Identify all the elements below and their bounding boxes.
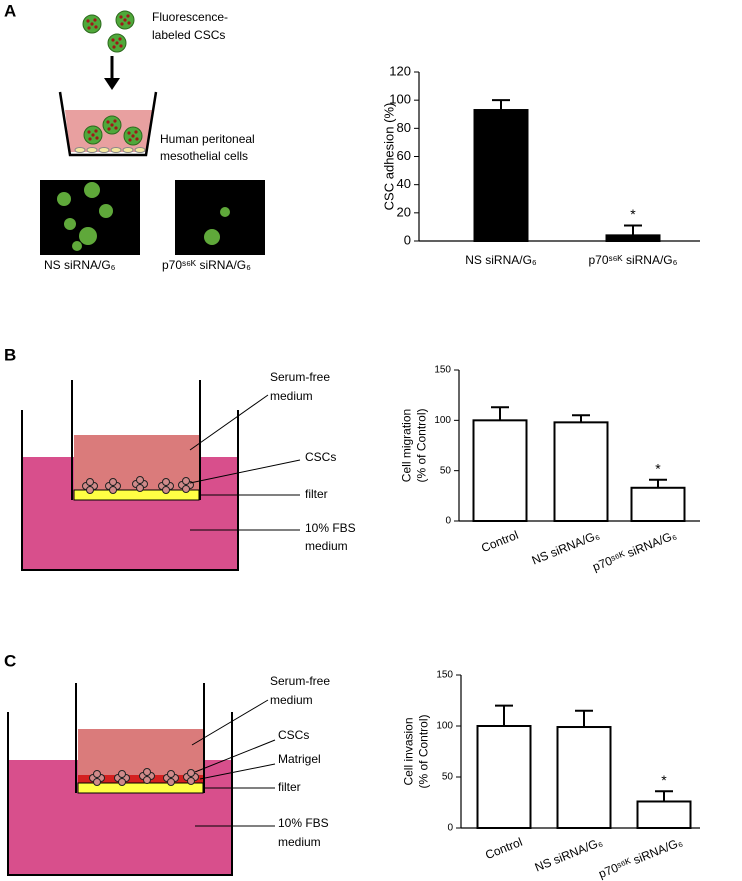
- significance-mark: *: [655, 460, 661, 476]
- y-tick-label: 0: [404, 232, 411, 247]
- diagram-b: Serum-free medium CSCs filter 10% FBS me…: [21, 370, 356, 571]
- error-bar: [624, 224, 642, 236]
- bar: [605, 234, 661, 243]
- micrograph-cells: [204, 207, 230, 245]
- y-tick-label: 60: [397, 148, 411, 163]
- well: [21, 410, 239, 571]
- diagram-label: Fluorescence-: [152, 10, 228, 24]
- diagram-label: CSCs: [278, 728, 309, 742]
- significance-mark: *: [661, 772, 667, 788]
- y-tick-label: 100: [436, 721, 453, 732]
- x-tick-label: p70ˢ⁶ᴷ siRNA/G₆: [589, 253, 678, 267]
- leader-line: [189, 394, 269, 451]
- image-label: NS siRNA/G₆: [44, 258, 116, 272]
- micrograph-cells: [57, 182, 113, 251]
- arrow-head: [104, 78, 120, 90]
- upper-medium: [78, 729, 203, 775]
- y-tick-label: 80: [397, 120, 411, 135]
- y-tick-label: 40: [397, 176, 411, 191]
- diagram-label: mesothelial cells: [160, 149, 248, 163]
- diagram-label: medium: [305, 539, 348, 553]
- error-bar: [572, 414, 590, 423]
- x-tick-label: Control: [483, 835, 524, 862]
- bar: [476, 725, 532, 829]
- diagram-a: Fluorescence- labeled CSCs Human periton…: [40, 10, 265, 272]
- y-axis-label: CSC adhesion (%): [381, 103, 396, 211]
- x-tick-label: Control: [479, 528, 520, 555]
- y-tick-label: 100: [434, 415, 451, 426]
- error-bar: [655, 790, 673, 802]
- bar: [473, 109, 529, 243]
- diagram-label: filter: [278, 780, 301, 794]
- error-bar: [495, 704, 513, 726]
- x-tick-label: p70ˢ⁶ᴷ siRNA/G₆: [591, 528, 679, 574]
- cell-icon: [82, 14, 102, 34]
- diagram-label: filter: [305, 487, 328, 501]
- y-tick-label: 0: [445, 516, 451, 527]
- diagram-label: labeled CSCs: [152, 28, 225, 42]
- x-tick-label: p70ˢ⁶ᴷ siRNA/G₆: [597, 835, 685, 881]
- y-axis-label: Cell migration: [400, 409, 414, 482]
- y-tick-label: 150: [436, 670, 453, 681]
- cell-icon: [107, 33, 127, 53]
- leader-line: [194, 739, 276, 773]
- y-axis-label: Cell invasion: [402, 717, 416, 785]
- diagram-label: Human peritoneal: [160, 132, 255, 146]
- y-tick-label: 0: [447, 823, 453, 834]
- y-axis-label: (% of Control): [417, 714, 431, 788]
- cell-icon: [123, 126, 143, 146]
- cell-icon: [115, 10, 135, 30]
- panel-label: C: [4, 651, 16, 670]
- diagram-label: 10% FBS: [305, 521, 356, 535]
- mesothelial-layer: [74, 147, 146, 153]
- diagram-label: medium: [278, 835, 321, 849]
- diagram-label: 10% FBS: [278, 816, 329, 830]
- leader-line: [199, 763, 276, 780]
- panel-label: A: [4, 1, 16, 20]
- y-tick-label: 20: [397, 204, 411, 219]
- significance-mark: *: [630, 206, 636, 222]
- diagram-label: medium: [270, 389, 313, 403]
- error-bar: [491, 406, 509, 421]
- dish: [58, 91, 158, 157]
- diagram-label: Matrigel: [278, 752, 321, 766]
- bar: [553, 421, 609, 523]
- y-tick-label: 50: [442, 772, 454, 783]
- y-tick-label: 150: [434, 365, 451, 376]
- y-axis-label: (% of Control): [415, 408, 429, 482]
- bar: [630, 486, 686, 522]
- error-bar: [575, 709, 593, 728]
- leader-line: [189, 459, 301, 484]
- bar: [556, 726, 612, 830]
- x-tick-label: NS siRNA/G₆: [465, 253, 537, 267]
- well: [7, 712, 233, 876]
- cell-icon: [83, 125, 103, 145]
- y-tick-label: 50: [440, 465, 452, 476]
- bar: [636, 800, 692, 829]
- bar: [472, 419, 528, 523]
- diagram-label: CSCs: [305, 450, 336, 464]
- error-bar: [492, 99, 510, 111]
- diagram-label: Serum-free: [270, 370, 330, 384]
- leader-line: [191, 699, 269, 746]
- error-bar: [649, 478, 667, 488]
- x-tick-label: NS siRNA/G₆: [533, 835, 605, 875]
- diagram-c: Serum-free medium CSCs Matrigel filter 1…: [7, 674, 330, 876]
- diagram-label: medium: [270, 693, 313, 707]
- image-label: p70ˢ⁶ᴷ siRNA/G₆: [162, 258, 251, 272]
- diagram-label: Serum-free: [270, 674, 330, 688]
- cell-icon: [102, 115, 122, 135]
- y-tick-label: 100: [389, 92, 411, 107]
- y-tick-label: 120: [389, 63, 411, 78]
- micrograph: [175, 180, 265, 255]
- panel-label: B: [4, 345, 16, 364]
